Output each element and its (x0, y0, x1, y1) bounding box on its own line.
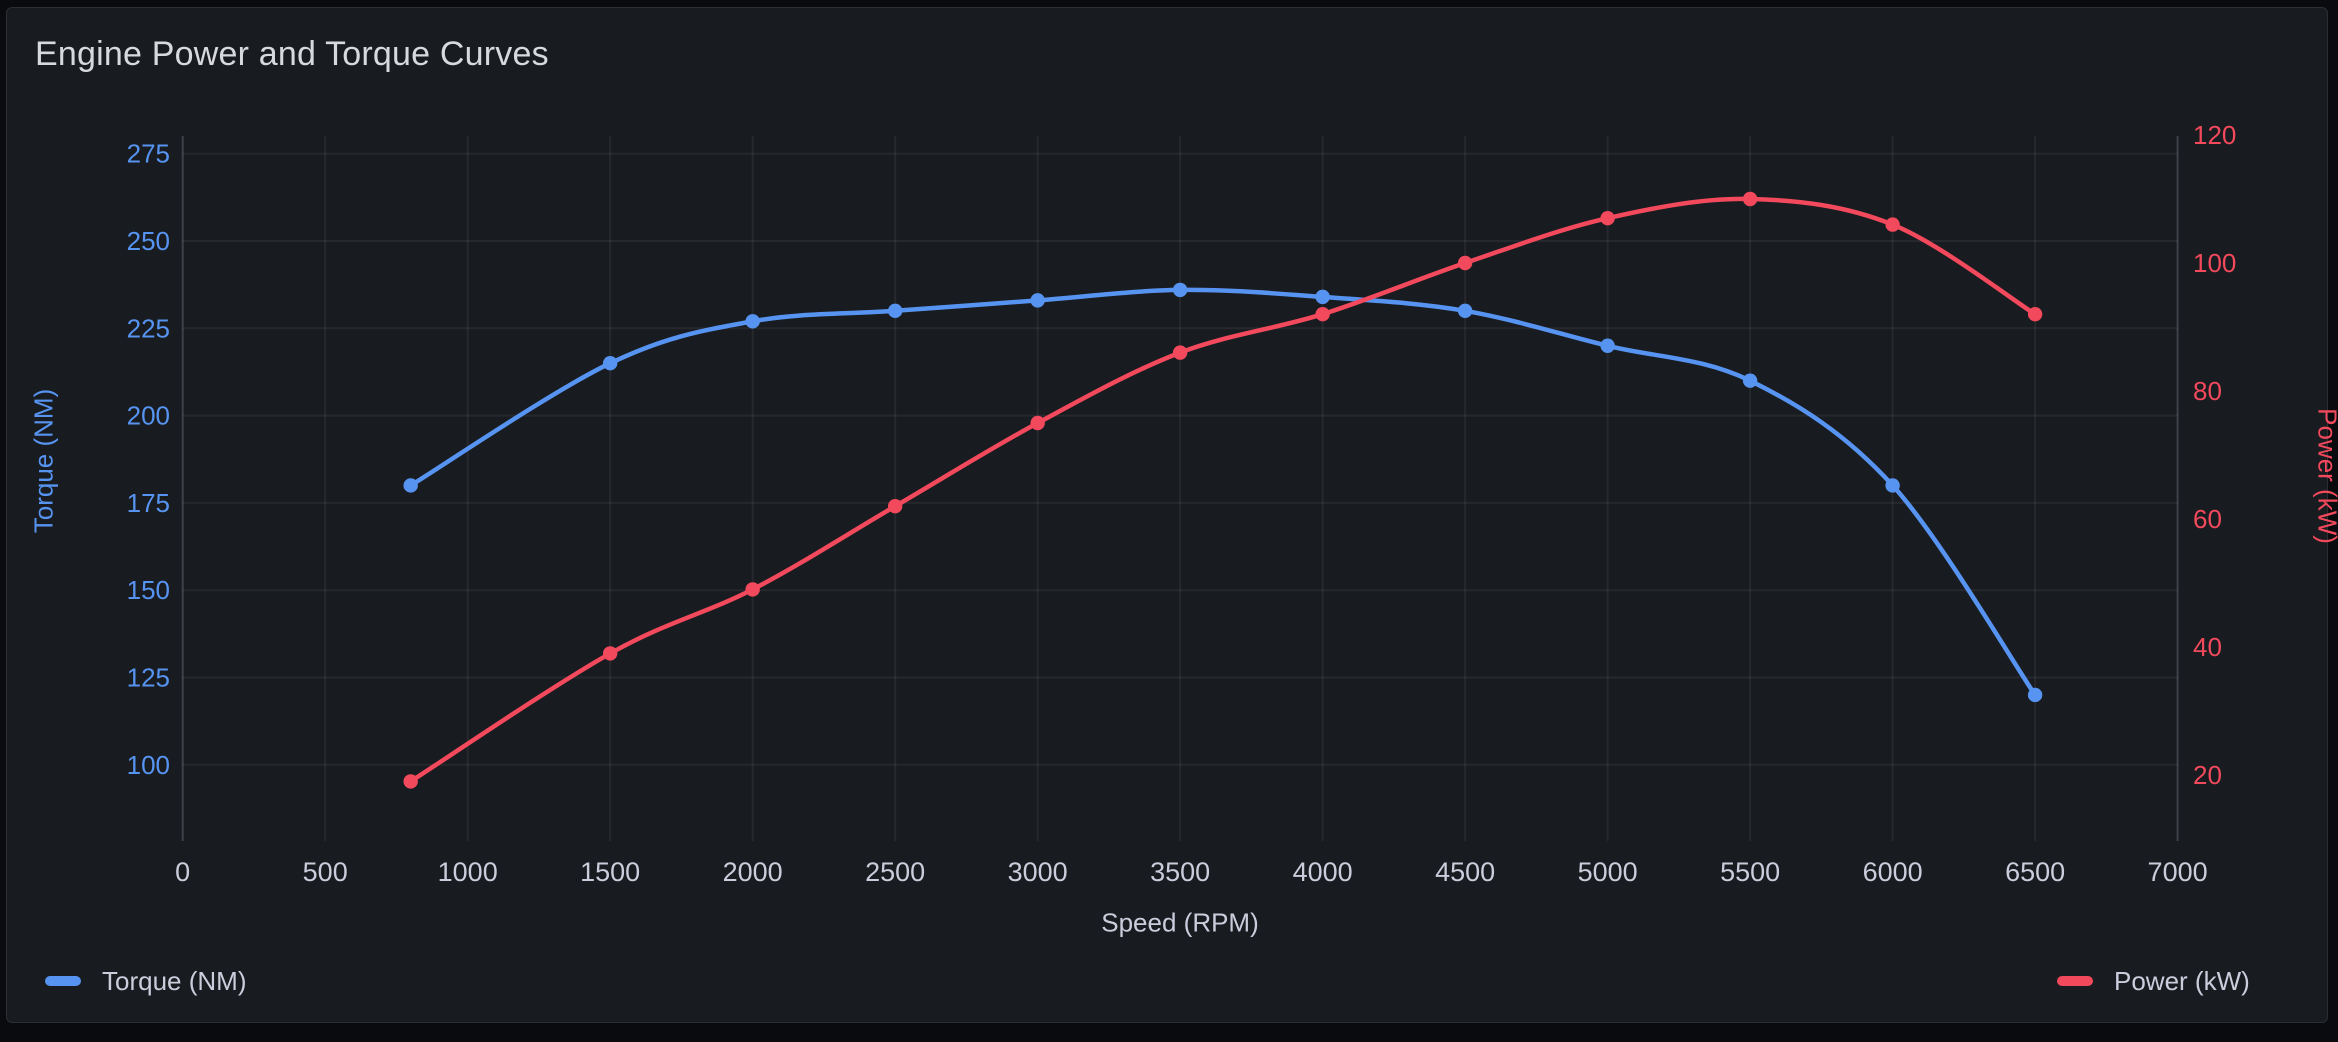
torque-point[interactable] (1030, 293, 1044, 307)
torque-point[interactable] (603, 356, 617, 370)
y-left-tick-label: 250 (127, 226, 170, 256)
power-point[interactable] (1315, 307, 1329, 321)
x-tick-label: 2000 (723, 857, 783, 887)
torque-point[interactable] (2028, 688, 2042, 702)
x-tick-label: 500 (303, 857, 348, 887)
torque-legend-label: Torque (NM) (102, 968, 246, 994)
y-left-tick-label: 100 (127, 750, 170, 780)
torque-point[interactable] (1600, 339, 1614, 353)
power-point[interactable] (1600, 211, 1614, 225)
torque-point[interactable] (403, 478, 417, 492)
torque-point[interactable] (1885, 478, 1899, 492)
y-left-tick-label: 125 (127, 663, 170, 693)
torque-point[interactable] (1743, 373, 1757, 387)
y-right-tick-label: 80 (2193, 376, 2222, 406)
x-tick-label: 1000 (438, 857, 498, 887)
y-axis-right-title: Power (kW) (2312, 408, 2338, 544)
x-tick-label: 7000 (2148, 857, 2208, 887)
power-point[interactable] (1458, 256, 1472, 270)
torque-point[interactable] (745, 314, 759, 328)
y-right-tick-label: 60 (2193, 504, 2222, 534)
x-tick-label: 0 (175, 857, 190, 887)
y-right-tick-label: 20 (2193, 760, 2222, 790)
x-axis-title: Speed (RPM) (1101, 908, 1259, 939)
x-tick-label: 4500 (1435, 857, 1495, 887)
power-point[interactable] (888, 499, 902, 513)
x-tick-label: 5000 (1578, 857, 1638, 887)
y-right-tick-label: 100 (2193, 248, 2236, 278)
x-tick-label: 3500 (1150, 857, 1210, 887)
y-left-tick-label: 150 (127, 575, 170, 605)
torque-point[interactable] (1458, 304, 1472, 318)
power-point[interactable] (745, 582, 759, 596)
legend-item-torque[interactable]: Torque (NM) (45, 968, 246, 994)
y-right-tick-label: 40 (2193, 632, 2222, 662)
y-left-tick-label: 225 (127, 313, 170, 343)
y-left-tick-label: 275 (127, 139, 170, 169)
torque-legend-swatch (45, 976, 81, 986)
power-point[interactable] (1173, 345, 1187, 359)
x-tick-label: 6500 (2005, 857, 2065, 887)
x-tick-label: 3000 (1008, 857, 1068, 887)
torque-line (411, 290, 2035, 695)
x-tick-label: 4000 (1293, 857, 1353, 887)
x-tick-label: 5500 (1720, 857, 1780, 887)
y-left-tick-label: 175 (127, 488, 170, 518)
y-right-tick-label: 120 (2193, 120, 2236, 150)
power-point[interactable] (1885, 217, 1899, 231)
x-tick-label: 2500 (865, 857, 925, 887)
power-line (411, 199, 2035, 781)
power-point[interactable] (1743, 192, 1757, 206)
power-legend-label: Power (kW) (2114, 968, 2250, 994)
torque-point[interactable] (888, 304, 902, 318)
torque-point[interactable] (1315, 290, 1329, 304)
torque-point[interactable] (1173, 283, 1187, 297)
power-legend-swatch (2057, 976, 2093, 986)
x-tick-label: 1500 (580, 857, 640, 887)
power-point[interactable] (2028, 307, 2042, 321)
power-point[interactable] (1030, 416, 1044, 430)
power-point[interactable] (403, 774, 417, 788)
legend-item-power[interactable]: Power (kW) (2057, 968, 2250, 994)
x-tick-label: 6000 (1863, 857, 1923, 887)
y-axis-left-title: Torque (NM) (29, 389, 60, 533)
y-left-tick-label: 200 (127, 401, 170, 431)
power-point[interactable] (603, 646, 617, 660)
